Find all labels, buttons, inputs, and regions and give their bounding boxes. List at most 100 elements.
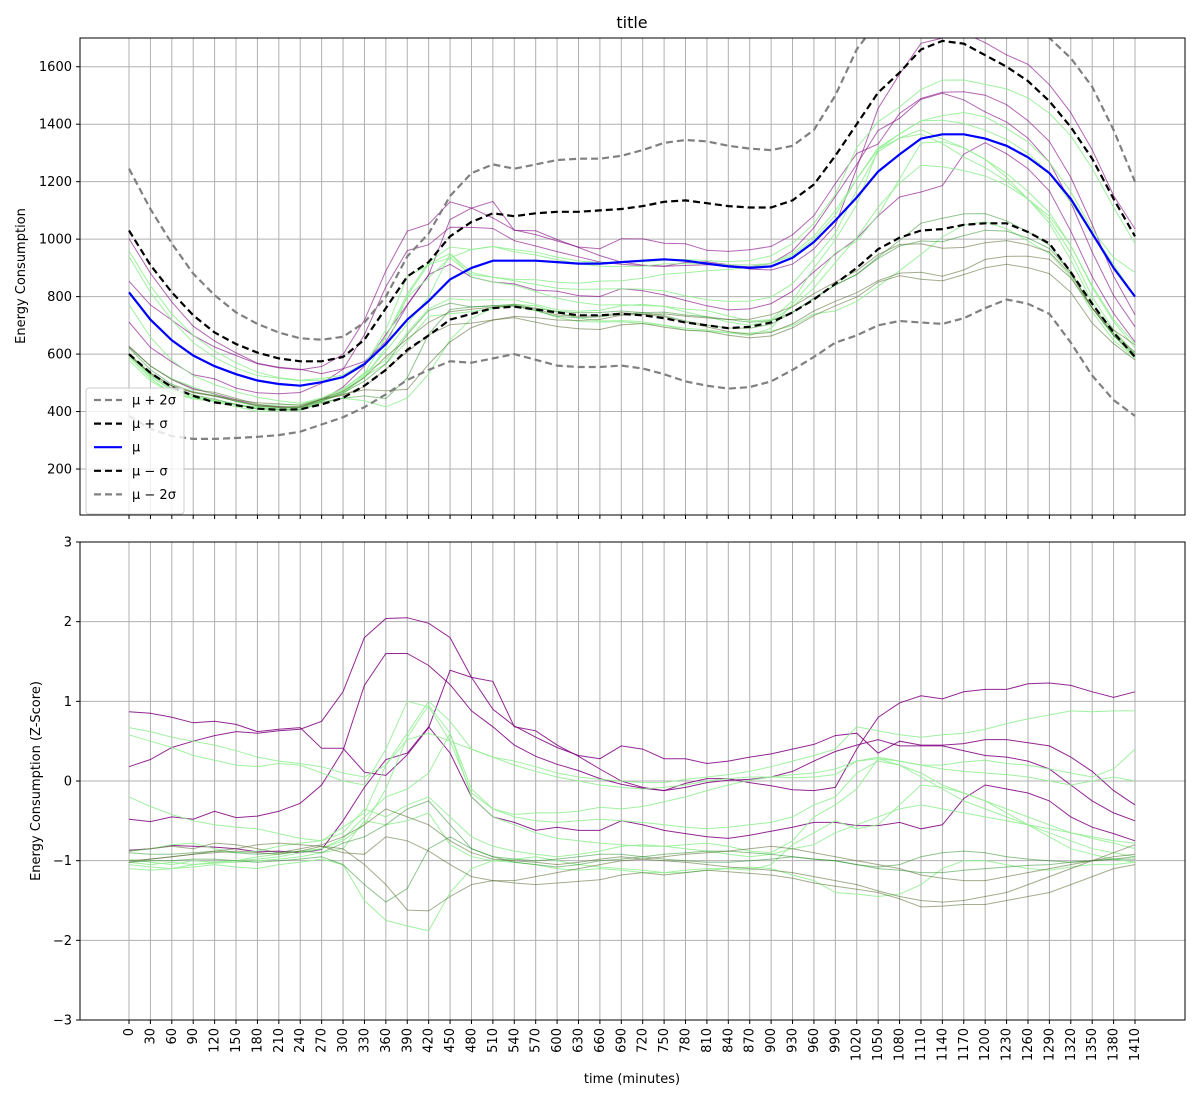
x-tick-label: 420 (422, 1028, 437, 1053)
x-tick-label: 630 (571, 1028, 586, 1053)
x-tick-label: 720 (636, 1028, 651, 1053)
profile-line (128, 221, 1136, 412)
stat-line (128, 133, 1136, 387)
x-tick-label: 690 (614, 1028, 629, 1053)
zscore-line (128, 808, 1136, 903)
top-gridlines (80, 38, 1185, 515)
profile-line (128, 92, 1136, 395)
zscore-line (128, 732, 1136, 842)
profile-line (128, 91, 1136, 371)
x-tick-label: 660 (593, 1028, 608, 1053)
profile-line (128, 111, 1136, 382)
stat-line (128, 39, 1136, 363)
x-tick-label: 0 (122, 1028, 137, 1036)
x-tick-label: 480 (464, 1028, 479, 1053)
zscore-line (128, 836, 1136, 882)
top-panel: 200 400 600 800 1000 1200 1400 1600 Energy Cons… (14, 37, 1186, 519)
x-tick-label: 930 (786, 1028, 801, 1053)
legend-label: μ − σ (132, 464, 168, 479)
profile-line (128, 38, 1136, 375)
bottom-x-ticks: 0 30 60 90 120 150 180 210 240 270 300 330 360 390 420… (122, 1020, 1143, 1061)
legend-label: μ (132, 441, 140, 456)
zscore-line (128, 845, 1136, 912)
x-tick-label: 840 (721, 1028, 736, 1053)
y-tick-label: 1000 (39, 233, 72, 248)
y-tick-label: 1200 (39, 175, 72, 190)
x-tick-label: 1410 (1128, 1028, 1143, 1061)
x-tick-label: 210 (272, 1028, 287, 1053)
x-tick-label: 1170 (957, 1028, 972, 1061)
x-axis-label: time (minutes) (584, 1072, 680, 1087)
chart-title: title (616, 13, 647, 32)
x-tick-label: 360 (379, 1028, 394, 1053)
y-tick-label: 400 (47, 405, 72, 420)
zscore-line (128, 700, 1136, 790)
profile-line (128, 255, 1136, 408)
stat-line (128, 298, 1136, 440)
zscore-line (128, 700, 1135, 784)
x-tick-label: 60 (165, 1028, 180, 1045)
bottom-line-layer (128, 617, 1136, 932)
y-tick-label: 1400 (39, 118, 72, 133)
zscore-line (128, 796, 1136, 858)
y-tick-label: 0 (64, 775, 72, 790)
x-tick-label: 1050 (871, 1028, 886, 1061)
x-tick-label: 960 (807, 1028, 822, 1053)
profile-line (128, 119, 1136, 404)
bottom-y-axis-label: Energy Consumption (Z-Score) (29, 681, 44, 881)
x-tick-label: 90 (186, 1028, 201, 1045)
x-tick-label: 30 (143, 1028, 158, 1045)
x-tick-label: 1140 (935, 1028, 950, 1061)
legend-box (85, 387, 185, 515)
x-tick-label: 150 (229, 1028, 244, 1053)
x-tick-label: 780 (679, 1028, 694, 1053)
x-tick-label: 1200 (978, 1028, 993, 1061)
x-tick-label: 1260 (1021, 1028, 1036, 1061)
profile-line (128, 240, 1136, 406)
x-tick-label: 1230 (1000, 1028, 1015, 1061)
zscore-line (128, 856, 1136, 932)
legend-label: μ + σ (132, 417, 168, 432)
x-tick-label: 240 (293, 1028, 308, 1053)
zscore-line (128, 617, 1136, 806)
x-tick-label: 1080 (893, 1028, 908, 1061)
y-tick-label: 600 (47, 348, 72, 363)
x-tick-label: 750 (657, 1028, 672, 1053)
x-tick-label: 1350 (1085, 1028, 1100, 1061)
x-tick-label: 1380 (1107, 1028, 1122, 1061)
top-line-layer (128, 38, 1137, 440)
x-tick-label: 1320 (1064, 1028, 1079, 1061)
x-tick-label: 540 (507, 1028, 522, 1053)
top-plot-frame (79, 37, 1186, 516)
x-tick-label: 570 (529, 1028, 544, 1053)
x-tick-label: 120 (208, 1028, 223, 1053)
x-tick-label: 450 (443, 1028, 458, 1053)
x-tick-label: 810 (700, 1028, 715, 1053)
legend[interactable]: μ + 2σ μ + σ μ μ − σ μ − 2σ (85, 387, 185, 515)
top-x-ticks (128, 515, 1136, 519)
top-y-ticks: 200 400 600 800 1000 1200 1400 1600 (39, 60, 80, 478)
x-tick-label: 990 (828, 1028, 843, 1053)
stat-line (128, 222, 1136, 411)
x-tick-label: 180 (250, 1028, 265, 1053)
x-tick-label: 1110 (914, 1028, 929, 1061)
zscore-line (128, 653, 1136, 823)
x-tick-label: 900 (764, 1028, 779, 1053)
legend-label: μ + 2σ (132, 394, 176, 409)
x-tick-label: 300 (336, 1028, 351, 1053)
y-tick-label: −2 (53, 934, 72, 949)
y-tick-label: 2 (64, 615, 72, 630)
y-tick-label: −1 (53, 854, 72, 869)
zscore-line (128, 669, 1136, 792)
x-tick-label: 1020 (850, 1028, 865, 1061)
profile-line (128, 263, 1136, 409)
stat-line (128, 38, 1137, 341)
x-tick-label: 330 (357, 1028, 372, 1053)
legend-label: μ − 2σ (132, 488, 176, 503)
zscore-line (128, 784, 1136, 874)
zscore-line (128, 836, 1136, 903)
zscore-line (128, 726, 1136, 854)
y-tick-label: 1600 (39, 60, 72, 75)
x-tick-label: 870 (743, 1028, 758, 1053)
